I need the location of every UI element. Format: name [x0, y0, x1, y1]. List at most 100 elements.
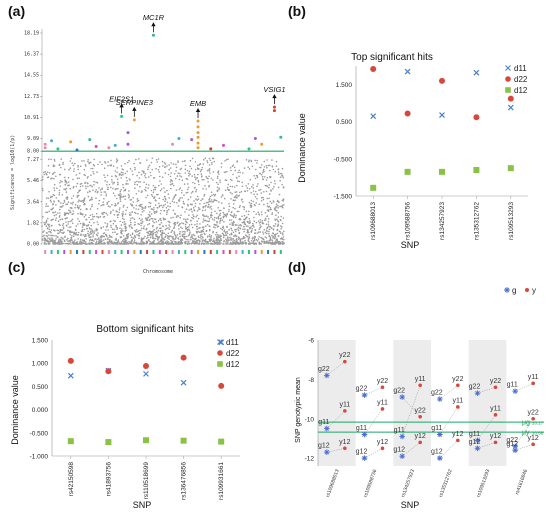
background-point — [243, 225, 245, 228]
background-point — [60, 180, 62, 182]
background-point — [194, 182, 196, 185]
background-point — [67, 229, 69, 232]
background-point — [119, 227, 121, 230]
background-point — [266, 215, 268, 218]
background-point — [57, 232, 59, 235]
background-point — [179, 168, 182, 171]
background-point — [61, 231, 63, 234]
background-point — [167, 173, 170, 176]
background-point — [77, 207, 80, 210]
legend-marker-g — [504, 287, 510, 293]
y-axis-ticks: 0.001.823.645.467.278.009.0910.9112.7314… — [24, 29, 43, 248]
background-point — [138, 229, 140, 232]
significant-point — [209, 147, 213, 151]
point-g — [474, 445, 481, 452]
background-point — [172, 198, 174, 200]
background-point — [179, 231, 181, 233]
background-point — [64, 188, 67, 191]
background-point — [145, 217, 147, 219]
background-point — [237, 226, 240, 229]
background-point — [157, 229, 160, 232]
background-point — [73, 168, 75, 170]
background-point — [61, 229, 64, 231]
background-point — [282, 186, 285, 189]
background-point — [68, 168, 70, 171]
background-point — [152, 243, 155, 245]
background-point — [63, 199, 66, 202]
background-point — [195, 188, 198, 191]
background-point — [149, 233, 152, 235]
background-point — [147, 231, 149, 233]
background-point — [158, 171, 160, 173]
background-point — [231, 185, 234, 188]
background-point — [133, 239, 136, 241]
background-point — [157, 238, 159, 240]
background-point — [148, 176, 150, 178]
background-point — [194, 178, 197, 181]
background-point — [45, 211, 47, 214]
background-point — [252, 224, 255, 226]
point-y — [493, 413, 498, 417]
background-point — [282, 177, 285, 179]
background-point — [217, 235, 220, 237]
background-point — [171, 180, 174, 182]
background-point — [119, 220, 121, 223]
background-point — [227, 238, 229, 240]
background-point — [151, 233, 153, 235]
background-point — [150, 217, 152, 220]
background-point — [162, 240, 164, 242]
background-point — [149, 230, 152, 233]
background-point — [179, 197, 181, 199]
background-point — [152, 241, 155, 244]
background-point — [265, 179, 268, 181]
background-point — [59, 182, 61, 184]
background-point — [248, 222, 250, 225]
background-point — [246, 187, 249, 189]
background-point — [223, 229, 226, 231]
background-point — [215, 199, 218, 202]
background-point — [176, 234, 179, 236]
background-point — [76, 241, 78, 243]
background-point — [120, 232, 122, 234]
top-hits-chart: Top significant hits Dominance value SNP… — [297, 52, 528, 250]
background-point — [181, 197, 183, 199]
background-point — [143, 175, 146, 177]
background-point — [126, 237, 129, 239]
background-point — [162, 165, 164, 167]
background-point — [118, 211, 120, 214]
background-point — [280, 228, 283, 230]
background-point — [96, 243, 99, 245]
background-point — [90, 232, 93, 235]
significant-point — [177, 136, 181, 140]
background-point — [79, 222, 82, 225]
background-point — [230, 219, 233, 221]
background-point — [151, 168, 153, 171]
background-point — [80, 165, 82, 167]
background-point — [177, 237, 179, 240]
background-point — [201, 226, 204, 229]
background-point — [205, 215, 208, 217]
background-point — [247, 225, 249, 227]
background-point — [122, 186, 125, 189]
significant-point — [132, 118, 136, 122]
background-point — [181, 179, 184, 181]
background-point — [210, 205, 212, 208]
point-label-g: g12 — [469, 439, 481, 446]
background-point — [162, 198, 164, 201]
background-point — [260, 192, 263, 194]
background-point — [152, 191, 155, 193]
background-point — [237, 236, 240, 238]
point-g — [512, 388, 518, 394]
point-label-y: y11 — [452, 397, 463, 404]
background-point — [98, 203, 100, 205]
background-point — [168, 224, 170, 226]
background-point — [216, 177, 219, 179]
background-point — [218, 201, 220, 203]
background-point — [202, 205, 205, 208]
background-point — [45, 205, 47, 207]
background-point — [48, 172, 51, 174]
background-point — [259, 224, 262, 226]
background-point — [158, 197, 161, 200]
background-point — [84, 197, 86, 199]
